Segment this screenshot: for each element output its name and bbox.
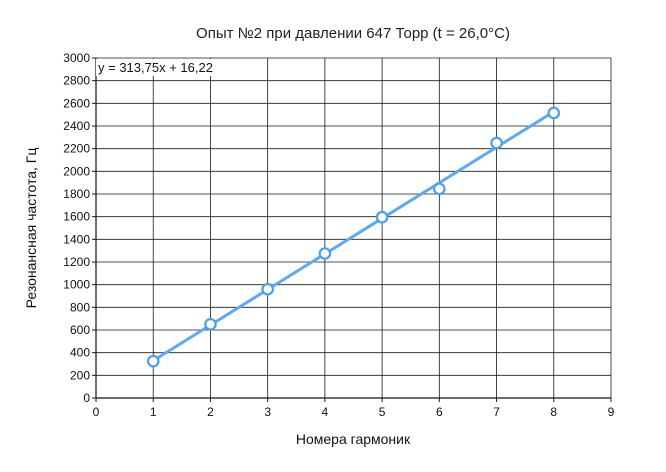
- x-tick-label: 0: [93, 405, 100, 419]
- x-tick-label: 2: [207, 405, 214, 419]
- x-tick-label: 5: [379, 405, 386, 419]
- equation-background: [96, 59, 215, 76]
- y-tick-label: 3000: [63, 51, 90, 65]
- y-tick-label: 2800: [63, 74, 90, 88]
- y-tick-label: 800: [70, 300, 90, 314]
- y-tick-label: 600: [70, 323, 90, 337]
- y-tick-label: 400: [70, 346, 90, 360]
- y-tick-label: 2000: [63, 164, 90, 178]
- x-tick-label: 8: [550, 405, 557, 419]
- y-tick-label: 2600: [63, 96, 90, 110]
- trendline-equation: y = 313,75x + 16,22: [98, 60, 213, 75]
- data-point: [204, 318, 217, 331]
- y-tick-label: 1400: [63, 232, 90, 246]
- x-tick-label: 7: [493, 405, 500, 419]
- y-tick-label: 1000: [63, 278, 90, 292]
- data-point: [146, 354, 160, 368]
- x-tick-label: 3: [264, 405, 271, 419]
- y-tick-labels: 0 200 400 600 800 1000 1200 1400 1600 1800 2000 220…: [63, 51, 90, 405]
- grid: [95, 57, 612, 399]
- x-axis-label: Номера гармоник: [296, 431, 411, 447]
- trendline: [151, 110, 556, 363]
- y-tick-label: 2200: [63, 142, 90, 156]
- data-point: [490, 136, 503, 150]
- chart-title: Опыт №2 при давлении 647 Торр (t = 26,0°…: [196, 25, 510, 42]
- y-tick-label: 1600: [63, 210, 90, 224]
- y-tick-label: 200: [70, 368, 90, 382]
- y-axis-label: Резонансная частота, Гц: [23, 148, 39, 309]
- data-point: [433, 182, 446, 196]
- y-tick-label: 2400: [63, 119, 90, 133]
- x-tick-label: 1: [150, 405, 157, 419]
- x-tick-label: 9: [608, 405, 615, 419]
- axes: [92, 57, 612, 402]
- data-point: [375, 210, 389, 224]
- trendline-path: [151, 110, 556, 363]
- y-tick-label: 0: [83, 391, 90, 405]
- data-points: [146, 106, 561, 368]
- y-tick-label: 1800: [63, 187, 90, 201]
- data-point: [547, 106, 561, 120]
- x-tick-label: 6: [436, 405, 443, 419]
- data-point: [318, 247, 332, 260]
- x-tick-label: 4: [322, 405, 329, 419]
- y-tick-label: 1200: [63, 255, 90, 269]
- data-point: [261, 282, 274, 296]
- x-tick-labels: 0 1 2 3 4 5 6 7 8 9: [93, 405, 615, 419]
